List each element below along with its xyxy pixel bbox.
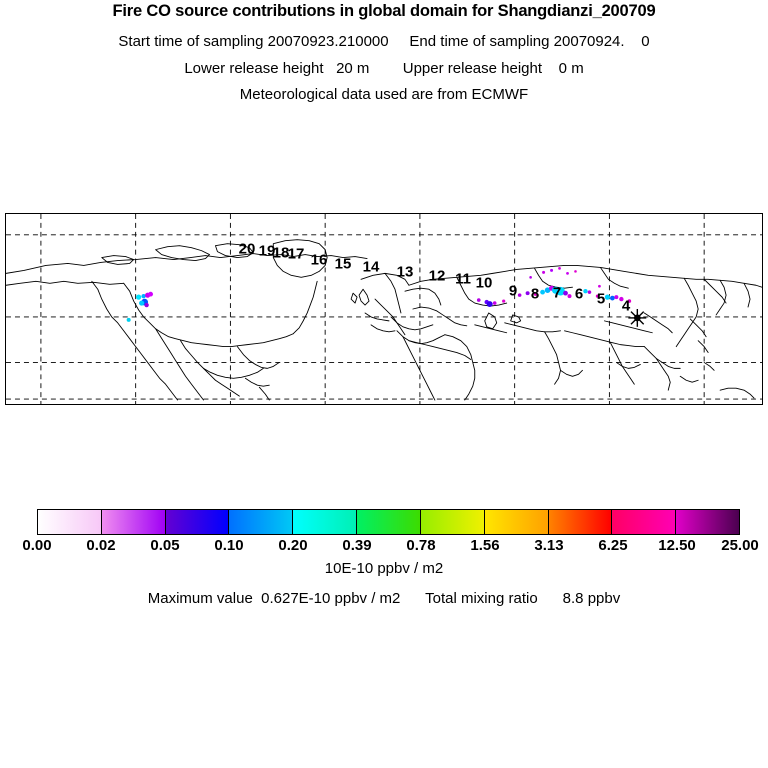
colorbar-tick-label: 25.00 (721, 537, 759, 554)
plume-dot (525, 291, 530, 296)
colorbar-tick-label: 1.56 (470, 537, 500, 554)
trajectory-hour-label: 13 (396, 263, 414, 281)
colorbar-units-label: 10E-10 ppbv / m2 (324, 560, 444, 577)
colorbar-tick-label: 0.00 (22, 537, 52, 554)
plume-dots-layer (126, 267, 632, 322)
plume-dot (558, 267, 561, 270)
colorbar-segment (676, 510, 739, 534)
plume-dot (529, 276, 532, 279)
colorbar-tick-labels: 0.00 0.02 0.05 0.10 0.20 0.39 0.78 1.56 3.13 6.25… (0, 537, 768, 555)
plume-dot (517, 293, 522, 297)
colorbar-tick-label: 0.10 (214, 537, 244, 554)
plume-dot (614, 295, 619, 300)
release-site-marker (633, 314, 641, 322)
plume-dot (533, 292, 538, 296)
plume-dot (604, 294, 611, 300)
footer-statistics: Maximum value 0.627E-10 ppbv / m2 Total … (147, 590, 621, 607)
trajectory-hour-label: 12 (428, 267, 446, 285)
plume-dot (598, 284, 601, 288)
colorbar-segment (101, 510, 166, 534)
release-heights: Lower release height 20 m Upper release … (184, 60, 584, 77)
trajectory-hour-label: 15 (334, 255, 352, 273)
colorbar-segment (420, 510, 485, 534)
world-map-svg (6, 214, 762, 404)
trajectory-hour-label: 4 (621, 297, 631, 315)
colorbar-tick-label: 6.25 (598, 537, 628, 554)
plume-dot (492, 301, 497, 305)
plume-dot (550, 268, 554, 272)
colorbar-tick-label: 0.39 (342, 537, 372, 554)
trajectory-hour-label: 6 (574, 285, 584, 303)
plume-dot (141, 293, 146, 299)
plume-dot (136, 294, 142, 300)
trajectory-hour-label: 7 (552, 284, 562, 302)
global-map-panel: 20 19 18 17 16 15 14 13 12 11 10 9 8 7 6 5 4 (5, 213, 763, 405)
coastlines-layer (6, 239, 762, 401)
colorbar-tick-label: 0.05 (150, 537, 180, 554)
colorbar-segment (612, 510, 677, 534)
trajectory-numbers-layer: 20 19 18 17 16 15 14 13 12 11 10 9 8 7 6 5 4 (6, 214, 762, 404)
plume-dot (126, 317, 131, 322)
colorbar-segment (548, 510, 613, 534)
release-site-layer (628, 309, 647, 327)
plume-dot (486, 301, 493, 308)
colorbar-segment (38, 510, 102, 534)
colorbar-tick-label: 3.13 (534, 537, 564, 554)
trajectory-hour-label: 10 (475, 274, 493, 292)
plume-dot (610, 295, 615, 301)
meteorological-source: Meteorological data used are from ECMWF (239, 86, 529, 103)
trajectory-hour-label: 18 (272, 244, 290, 262)
colorbar-segment (165, 510, 230, 534)
colorbar-segment (357, 510, 421, 534)
plume-dot (556, 286, 565, 296)
page-title: Fire CO source contributions in global d… (112, 2, 656, 20)
plume-dot (619, 296, 624, 302)
plume-dot (540, 289, 545, 295)
plume-dot (502, 299, 506, 303)
trajectory-hour-label: 20 (238, 240, 256, 258)
colorbar-tick-label: 0.78 (406, 537, 436, 554)
plume-dot (587, 290, 592, 294)
trajectory-hour-label: 19 (258, 242, 276, 260)
plume-dot (563, 290, 568, 296)
sampling-times: Start time of sampling 20070923.210000 E… (118, 33, 650, 50)
plume-dot (567, 294, 572, 299)
plume-dot (566, 271, 569, 275)
plume-dot (595, 294, 600, 298)
trajectory-hour-label: 5 (596, 290, 606, 308)
plume-dot (583, 289, 588, 294)
plume-dot (627, 299, 632, 303)
plume-dot (544, 287, 551, 293)
colorbar[interactable] (37, 509, 740, 535)
trajectory-hour-label: 14 (362, 258, 380, 276)
plume-dot (476, 298, 481, 302)
trajectory-hour-label: 16 (310, 251, 328, 269)
trajectory-hour-label: 11 (455, 270, 471, 288)
plume-dot (139, 300, 145, 306)
plume-dot (144, 302, 149, 308)
colorbar-segment (484, 510, 549, 534)
colorbar-segment (293, 510, 358, 534)
colorbar-tick-label: 12.50 (658, 537, 696, 554)
colorbar-segment (229, 510, 294, 534)
plume-dot (574, 270, 577, 273)
colorbar-tick-label: 0.02 (86, 537, 116, 554)
plume-dot (148, 291, 154, 297)
trajectory-hour-label: 17 (287, 245, 305, 263)
plume-dot (542, 270, 546, 274)
trajectory-hour-label: 8 (530, 285, 540, 303)
trajectory-hour-label: 9 (508, 282, 518, 300)
colorbar-tick-label: 0.20 (278, 537, 308, 554)
